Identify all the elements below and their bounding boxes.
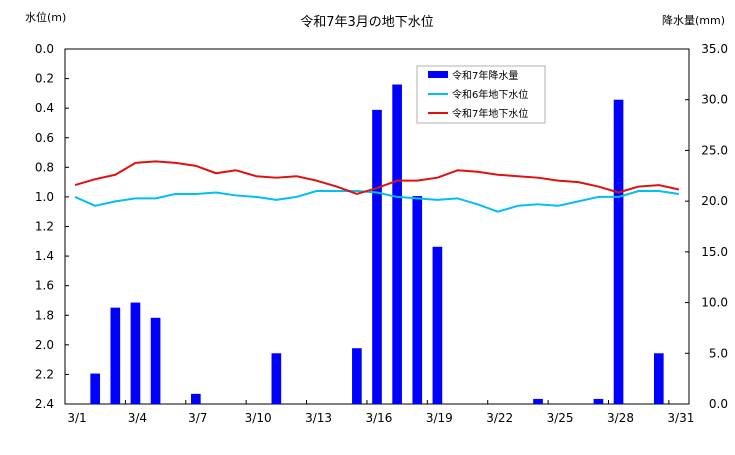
right-axis-title: 降水量(mm) [662,13,725,27]
x-axis-tick-label: 3/22 [486,411,513,425]
x-axis-tick-label: 3/25 [547,411,574,425]
x-axis-tick-label: 3/4 [128,411,147,425]
precipitation-bar [372,109,382,404]
left-axis-tick-label: 1.2 [35,220,54,234]
precipitation-bar [130,302,141,404]
left-axis-tick-label: 0.2 [35,72,54,86]
precipitation-bar [392,84,402,404]
left-axis-tick-label: 1.8 [35,308,54,322]
right-axis-tick-label: 20.0 [701,194,728,208]
chart-title: 令和7年3月の地下水位 [300,15,434,30]
precipitation-bar [191,393,201,404]
right-axis-tick-label: 5.0 [709,346,728,360]
right-axis-tick-label: 10.0 [701,296,728,310]
left-axis-tick-label: 1.4 [35,249,54,263]
left-axis-tick-label: 2.2 [35,367,54,381]
left-axis-tick-label: 0.4 [35,101,54,115]
right-axis-tick-label: 35.0 [701,42,728,56]
left-axis-tick-label: 0.8 [35,160,54,174]
precipitation-bar [90,373,101,404]
x-axis-tick-label: 3/13 [305,411,332,425]
right-axis-tick-label: 0.0 [709,397,728,411]
precipitation-bar [613,99,624,404]
left-axis-tick-label: 1.0 [35,190,54,204]
right-axis-tick-label: 30.0 [701,93,728,107]
left-axis-title: 水位(m) [25,10,66,24]
precipitation-bar [432,246,443,404]
x-axis-tick-label: 3/1 [67,411,86,425]
x-axis-tick-label: 3/28 [607,411,634,425]
precipitation-bar [271,353,282,404]
precipitation-bar [653,353,664,404]
x-axis-tick-label: 3/19 [426,411,453,425]
x-axis-tick-label: 3/10 [245,411,272,425]
legend: 令和7年降水量 令和6年地下水位 令和7年地下水位 [416,65,546,124]
left-axis-tick-label: 0.6 [35,131,54,145]
precipitation-bar [533,398,543,404]
precipitation-bar [412,196,423,404]
left-axis-tick-label: 0.0 [35,42,54,56]
right-axis-tick-label: 25.0 [701,143,728,157]
x-axis-tick-label: 3/31 [667,411,694,425]
right-axis-tick-label: 15.0 [701,245,728,259]
precipitation-bar [110,307,121,404]
legend-label-precipitation: 令和7年降水量 [452,69,518,82]
left-axis-tick-label: 2.4 [35,397,54,411]
precipitation-bar [150,317,161,404]
legend-label-r7-water-level: 令和7年地下水位 [452,107,528,120]
left-axis-tick-label: 2.0 [35,338,54,352]
r7-water-level-line [74,160,680,195]
plot-area: 0.0 0.2 0.4 0.6 0.8 1.0 1.2 1.4 1.6 1.8 2.0 2.2 2.4 3… [35,42,728,425]
left-axis-tick-label: 1.6 [35,279,54,293]
precipitation-bar [352,348,362,404]
legend-label-r6-water-level: 令和6年地下水位 [452,88,528,101]
legend-swatch-precipitation [428,71,448,78]
precipitation-bar [593,398,604,404]
x-axis-tick-label: 3/7 [188,411,207,425]
r6-water-level-line [74,190,680,213]
x-axis-tick-label: 3/16 [365,411,392,425]
